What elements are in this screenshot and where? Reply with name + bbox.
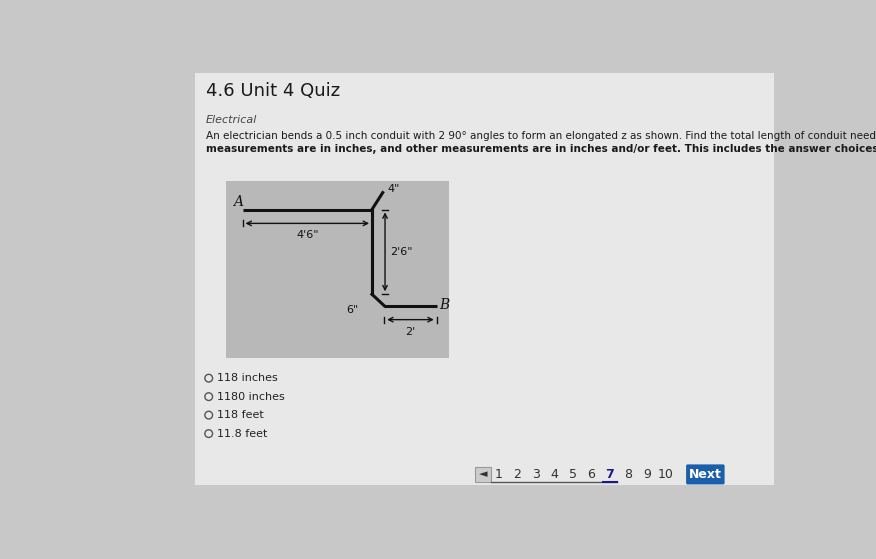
Text: Next: Next — [689, 468, 722, 481]
Circle shape — [205, 375, 213, 382]
Bar — [475, 467, 491, 482]
Text: 6: 6 — [588, 468, 596, 481]
Text: 118 inches: 118 inches — [217, 373, 278, 383]
Text: 2': 2' — [406, 326, 415, 337]
Text: 1180 inches: 1180 inches — [217, 392, 285, 401]
Text: 10: 10 — [657, 468, 674, 481]
Text: 7: 7 — [605, 468, 614, 481]
Text: measurements are in inches, and other measurements are in inches and/or feet. Th: measurements are in inches, and other me… — [206, 144, 876, 154]
Text: 11.8 feet: 11.8 feet — [217, 429, 267, 439]
Text: Electrical: Electrical — [206, 115, 257, 125]
Bar — [194, 73, 774, 485]
Text: 4'6": 4'6" — [296, 230, 319, 240]
Circle shape — [205, 430, 213, 438]
Text: 3: 3 — [532, 468, 540, 481]
Text: 4.6 Unit 4 Quiz: 4.6 Unit 4 Quiz — [206, 82, 340, 100]
Text: 6": 6" — [346, 305, 358, 315]
Text: A: A — [233, 195, 243, 209]
Text: 2: 2 — [513, 468, 521, 481]
Text: An electrician bends a 0.5 inch conduit with 2 90° angles to form an elongated z: An electrician bends a 0.5 inch conduit … — [206, 131, 876, 141]
Circle shape — [205, 393, 213, 400]
Text: 8: 8 — [625, 468, 632, 481]
Bar — [226, 181, 449, 358]
Text: 118 feet: 118 feet — [217, 410, 264, 420]
Text: B: B — [439, 298, 449, 312]
Text: 9: 9 — [643, 468, 651, 481]
Text: 4": 4" — [387, 184, 399, 194]
Text: 1: 1 — [495, 468, 503, 481]
FancyBboxPatch shape — [686, 465, 724, 485]
Circle shape — [205, 411, 213, 419]
Text: ◄: ◄ — [478, 470, 487, 480]
Text: 2'6": 2'6" — [391, 247, 413, 257]
Text: 5: 5 — [569, 468, 577, 481]
Text: 4: 4 — [550, 468, 558, 481]
